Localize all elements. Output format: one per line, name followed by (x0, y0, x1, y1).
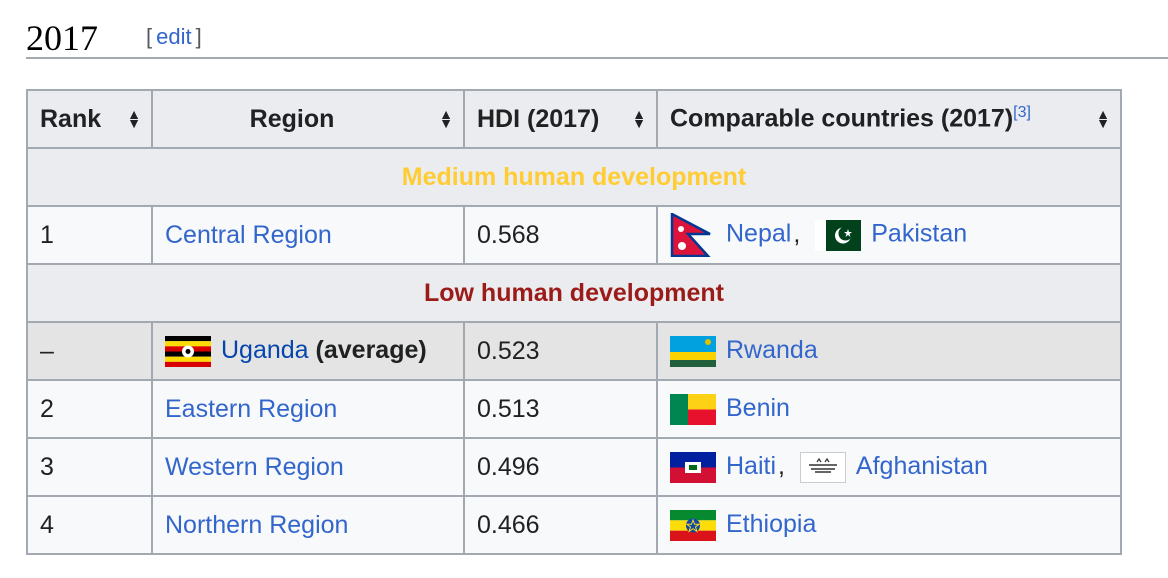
column-header-hdi[interactable]: HDI (2017) ▲ ▼ (463, 89, 658, 149)
group-label-medium: Medium human development (26, 147, 1122, 207)
rank-cell: 3 (26, 437, 153, 497)
group-row-low: Low human development (26, 263, 1122, 323)
flag-pakistan-icon (815, 219, 862, 251)
countries-cell: Ethiopia (656, 495, 1122, 555)
flag-uganda-icon (165, 335, 211, 367)
hdi-cell: 0.513 (463, 379, 658, 439)
rank-cell: 1 (26, 205, 153, 265)
sort-icon[interactable]: ▲ ▼ (439, 106, 453, 131)
country-link-benin[interactable]: Benin (726, 393, 790, 422)
edit-link[interactable]: edit (156, 24, 192, 49)
flag-haiti-icon (670, 451, 716, 483)
section-heading: 2017 [edit] (26, 14, 1168, 59)
sort-icon[interactable]: ▲ ▼ (1096, 106, 1110, 131)
table-row: 4 Northern Region 0.466 Ethiopia (26, 495, 1122, 555)
hdi-cell: 0.466 (463, 495, 658, 555)
group-row-medium: Medium human development (26, 147, 1122, 207)
edit-section: [edit] (146, 24, 202, 49)
flag-nepal-icon (670, 213, 714, 257)
table-row-average: – Uganda (average) 0.523 Rwanda (26, 321, 1122, 381)
column-header-comparable[interactable]: Comparable countries (2017)[3] ▲ ▼ (656, 89, 1122, 149)
rank-cell: – (26, 321, 153, 381)
hdi-table: Rank ▲ ▼ Region ▲ ▼ HDI (2017) ▲ ▼ Comparab… (26, 89, 1122, 555)
hdi-cell: 0.523 (463, 321, 658, 381)
region-link[interactable]: Central Region (165, 220, 332, 249)
sort-icon[interactable]: ▲ ▼ (632, 106, 646, 131)
rank-cell: 2 (26, 379, 153, 439)
country-link-rwanda[interactable]: Rwanda (726, 335, 818, 364)
column-header-region[interactable]: Region ▲ ▼ (151, 89, 465, 149)
region-cell: Northern Region (151, 495, 465, 555)
countries-cell: Rwanda (656, 321, 1122, 381)
flag-afghanistan-icon (799, 451, 846, 483)
country-link-haiti[interactable]: Haiti (726, 451, 777, 480)
flag-benin-icon (670, 393, 716, 425)
region-cell: Eastern Region (151, 379, 465, 439)
flag-ethiopia-icon (670, 509, 716, 541)
reference-link[interactable]: [3] (1013, 104, 1031, 122)
hdi-cell: 0.568 (463, 205, 658, 265)
table-row: 3 Western Region 0.496 Haiti, Afghanista… (26, 437, 1122, 497)
average-label: (average) (315, 335, 427, 364)
region-cell: Central Region (151, 205, 465, 265)
column-header-rank[interactable]: Rank ▲ ▼ (26, 89, 153, 149)
region-link[interactable]: Western Region (165, 452, 344, 481)
reference: [3] (1013, 104, 1031, 121)
flag-rwanda-icon (670, 335, 716, 367)
country-link-pakistan[interactable]: Pakistan (871, 219, 968, 248)
region-cell: Uganda (average) (151, 321, 465, 381)
countries-cell: Benin (656, 379, 1122, 439)
header-row: Rank ▲ ▼ Region ▲ ▼ HDI (2017) ▲ ▼ Comparab… (26, 89, 1122, 149)
table-row: 2 Eastern Region 0.513 Benin (26, 379, 1122, 439)
country-link-afghanistan[interactable]: Afghanistan (855, 451, 988, 480)
region-cell: Western Region (151, 437, 465, 497)
region-link[interactable]: Eastern Region (165, 394, 338, 423)
country-link-nepal[interactable]: Nepal (726, 219, 792, 248)
countries-cell: Nepal, Pakistan (656, 205, 1122, 265)
region-link[interactable]: Uganda (221, 335, 309, 364)
section-title: 2017 (26, 18, 98, 58)
hdi-cell: 0.496 (463, 437, 658, 497)
rank-cell: 4 (26, 495, 153, 555)
countries-cell: Haiti, Afghanistan (656, 437, 1122, 497)
region-link[interactable]: Northern Region (165, 510, 349, 539)
group-label-low: Low human development (26, 263, 1122, 323)
country-link-ethiopia[interactable]: Ethiopia (726, 509, 817, 538)
table-row: 1 Central Region 0.568 Nepal, Pakistan (26, 205, 1122, 265)
sort-icon[interactable]: ▲ ▼ (127, 106, 141, 131)
